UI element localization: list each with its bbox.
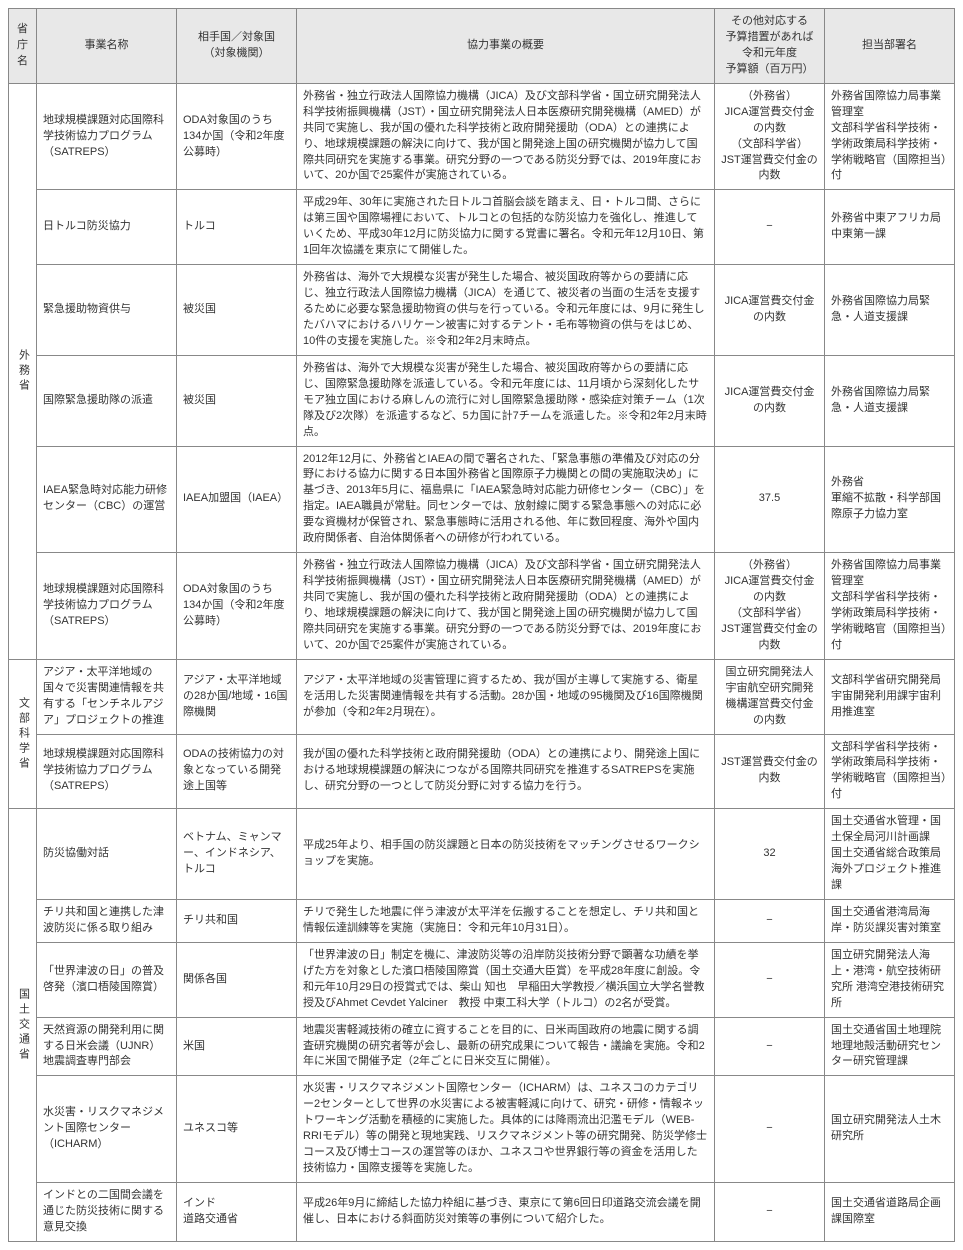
project-cell: 日トルコ防災協力 [37, 190, 177, 265]
budget-cell: − [715, 899, 825, 942]
summary-cell: 2012年12月に、外務省とIAEAの間で署名された、「緊急事態の準備及び対応の… [297, 446, 715, 553]
budget-cell: 37.5 [715, 446, 825, 553]
project-cell: 天然資源の開発利用に関する日米会議（UJNR）地震調査専門部会 [37, 1017, 177, 1076]
table-header-row: 省庁名 事業名称 相手国／対象国（対象機関） 協力事業の概要 その他対応する予算… [9, 9, 955, 84]
header-budget: その他対応する予算措置があれば令和元年度予算額（百万円） [715, 9, 825, 84]
budget-cell: − [715, 942, 825, 1017]
partner-cell: ユネスコ等 [177, 1076, 297, 1183]
project-cell: チリ共和国と連携した津波防災に係る取り組み [37, 899, 177, 942]
project-cell: 防災協働対話 [37, 809, 177, 900]
summary-cell: 我が国の優れた科学技術と政府開発援助（ODA）との連携により、開発途上国における… [297, 734, 715, 809]
header-summary: 協力事業の概要 [297, 9, 715, 84]
summary-cell: 地震災害軽減技術の確立に資することを目的に、日米両国政府の地震に関する調査研究機… [297, 1017, 715, 1076]
table-row: 地球規模課題対応国際科学技術協力プログラム（SATREPS）ODAの技術協力の対… [9, 734, 955, 809]
dept-cell: 国土交通省港湾局海岸・防災課災害対策室 [825, 899, 955, 942]
project-cell: 地球規模課題対応国際科学技術協力プログラム（SATREPS） [37, 83, 177, 190]
dept-cell: 外務省中東アフリカ局中東第一課 [825, 190, 955, 265]
budget-cell: − [715, 1183, 825, 1242]
partner-cell: 関係各国 [177, 942, 297, 1017]
project-cell: 「世界津波の日」の普及啓発（濱口梧陵国際賞） [37, 942, 177, 1017]
summary-cell: 外務省・独立行政法人国際協力機構（JICA）及び文部科学省・国立研究開発法人科学… [297, 83, 715, 190]
header-project: 事業名称 [37, 9, 177, 84]
dept-cell: 国土交通省道路局企画課国際室 [825, 1183, 955, 1242]
partner-cell: 米国 [177, 1017, 297, 1076]
project-cell: IAEA緊急時対応能力研修センター（CBC）の運営 [37, 446, 177, 553]
dept-cell: 外務省国際協力局事業管理室文部科学省科学技術・学術政策局科学技術・学術戦略官（国… [825, 553, 955, 660]
summary-cell: 外務省は、海外で大規模な災害が発生した場合、被災国政府等からの要請に応じ、国際緊… [297, 355, 715, 446]
budget-cell: − [715, 1017, 825, 1076]
dept-cell: 文部科学省科学技術・学術政策局科学技術・学術戦略官（国際担当）付 [825, 734, 955, 809]
partner-cell: トルコ [177, 190, 297, 265]
project-cell: 地球規模課題対応国際科学技術協力プログラム（SATREPS） [37, 734, 177, 809]
table-row: IAEA緊急時対応能力研修センター（CBC）の運営IAEA加盟国（IAEA）20… [9, 446, 955, 553]
partner-cell: インド道路交通省 [177, 1183, 297, 1242]
project-cell: 国際緊急援助隊の派遣 [37, 355, 177, 446]
summary-cell: 平成29年、30年に実施された日トルコ首脳会談を踏まえ、日・トルコ間、さらには第… [297, 190, 715, 265]
summary-cell: アジア・太平洋地域の災害管理に資するため、我が国が主導して実施する、衛星を活用し… [297, 659, 715, 734]
project-cell: 水災害・リスクマネジメント国際センター（ICHARM） [37, 1076, 177, 1183]
table-row: 日トルコ防災協力トルコ平成29年、30年に実施された日トルコ首脳会談を踏まえ、日… [9, 190, 955, 265]
summary-cell: 「世界津波の日」制定を機に、津波防災等の沿岸防災技術分野で顕著な功績を挙げた方を… [297, 942, 715, 1017]
dept-cell: 国土交通省国土地理院地理地殻活動研究センター研究管理課 [825, 1017, 955, 1076]
table-row: 水災害・リスクマネジメント国際センター（ICHARM）ユネスコ等水災害・リスクマ… [9, 1076, 955, 1183]
project-cell: 地球規模課題対応国際科学技術協力プログラム（SATREPS） [37, 553, 177, 660]
project-cell: アジア・太平洋地域の国々で災害関連情報を共有する「センチネルアジア」プロジェクト… [37, 659, 177, 734]
summary-cell: 外務省は、海外で大規模な災害が発生した場合、被災国政府等からの要請に応じ、独立行… [297, 265, 715, 356]
header-dept: 担当部署名 [825, 9, 955, 84]
table-row: 天然資源の開発利用に関する日米会議（UJNR）地震調査専門部会米国地震災害軽減技… [9, 1017, 955, 1076]
summary-cell: チリで発生した地震に伴う津波が太平洋を伝搬することを想定し、チリ共和国と情報伝達… [297, 899, 715, 942]
dept-cell: 国立研究開発法人海上・港湾・航空技術研究所 港湾空港技術研究所 [825, 942, 955, 1017]
budget-cell: JST運営費交付金の内数 [715, 734, 825, 809]
table-row: 外務省地球規模課題対応国際科学技術協力プログラム（SATREPS）ODA対象国の… [9, 83, 955, 190]
dept-cell: 外務省国際協力局緊急・人道支援課 [825, 265, 955, 356]
partner-cell: アジア・太平洋地域の28か国/地域・16国際機関 [177, 659, 297, 734]
partner-cell: ODA対象国のうち134か国（令和2年度公募時） [177, 553, 297, 660]
partner-cell: ODA対象国のうち134か国（令和2年度公募時） [177, 83, 297, 190]
table-row: 緊急援助物資供与被災国外務省は、海外で大規模な災害が発生した場合、被災国政府等か… [9, 265, 955, 356]
dept-cell: 外務省国際協力局事業管理室文部科学省科学技術・学術政策局科学技術・学術戦略官（国… [825, 83, 955, 190]
budget-cell: − [715, 1076, 825, 1183]
dept-cell: 外務省国際協力局緊急・人道支援課 [825, 355, 955, 446]
budget-cell: （外務省）JICA運営費交付金の内数（文部科学省）JST運営費交付金の内数 [715, 83, 825, 190]
summary-cell: 外務省・独立行政法人国際協力機構（JICA）及び文部科学省・国立研究開発法人科学… [297, 553, 715, 660]
partner-cell: 被災国 [177, 265, 297, 356]
header-partner: 相手国／対象国（対象機関） [177, 9, 297, 84]
budget-cell: − [715, 190, 825, 265]
table-row: インドとの二国間会議を通じた防災技術に関する意見交換インド道路交通省平成26年9… [9, 1183, 955, 1242]
summary-cell: 水災害・リスクマネジメント国際センター（ICHARM）は、ユネスコのカテゴリー2… [297, 1076, 715, 1183]
header-ministry: 省庁名 [9, 9, 37, 84]
dept-cell: 国立研究開発法人土木研究所 [825, 1076, 955, 1183]
partner-cell: チリ共和国 [177, 899, 297, 942]
table-body: 外務省地球規模課題対応国際科学技術協力プログラム（SATREPS）ODA対象国の… [9, 83, 955, 1241]
budget-cell: JICA運営費交付金の内数 [715, 355, 825, 446]
dept-cell: 文部科学省研究開発局宇宙開発利用課宇宙利用推進室 [825, 659, 955, 734]
table-row: チリ共和国と連携した津波防災に係る取り組みチリ共和国チリで発生した地震に伴う津波… [9, 899, 955, 942]
table-row: 地球規模課題対応国際科学技術協力プログラム（SATREPS）ODA対象国のうち1… [9, 553, 955, 660]
table-row: 国際緊急援助隊の派遣被災国外務省は、海外で大規模な災害が発生した場合、被災国政府… [9, 355, 955, 446]
cooperation-projects-table: 省庁名 事業名称 相手国／対象国（対象機関） 協力事業の概要 その他対応する予算… [8, 8, 955, 1242]
project-cell: インドとの二国間会議を通じた防災技術に関する意見交換 [37, 1183, 177, 1242]
ministry-cell: 文部科学省 [9, 659, 37, 809]
budget-cell: JICA運営費交付金の内数 [715, 265, 825, 356]
ministry-cell: 国土交通省 [9, 809, 37, 1242]
partner-cell: 被災国 [177, 355, 297, 446]
dept-cell: 国土交通省水管理・国土保全局河川計画課国土交通省総合政策局海外プロジェクト推進課 [825, 809, 955, 900]
table-row: 国土交通省防災協働対話ベトナム、ミャンマー、インドネシア、トルコ平成25年より、… [9, 809, 955, 900]
budget-cell: 32 [715, 809, 825, 900]
project-cell: 緊急援助物資供与 [37, 265, 177, 356]
dept-cell: 外務省軍縮不拡散・科学部国際原子力協力室 [825, 446, 955, 553]
partner-cell: ODAの技術協力の対象となっている開発途上国等 [177, 734, 297, 809]
partner-cell: IAEA加盟国（IAEA） [177, 446, 297, 553]
summary-cell: 平成25年より、相手国の防災課題と日本の防災技術をマッチングさせるワークショップ… [297, 809, 715, 900]
table-row: 文部科学省アジア・太平洋地域の国々で災害関連情報を共有する「センチネルアジア」プ… [9, 659, 955, 734]
table-row: 「世界津波の日」の普及啓発（濱口梧陵国際賞）関係各国「世界津波の日」制定を機に、… [9, 942, 955, 1017]
ministry-cell: 外務省 [9, 83, 37, 659]
budget-cell: 国立研究開発法人宇宙航空研究開発機構運営費交付金の内数 [715, 659, 825, 734]
budget-cell: （外務省）JICA運営費交付金の内数（文部科学省）JST運営費交付金の内数 [715, 553, 825, 660]
partner-cell: ベトナム、ミャンマー、インドネシア、トルコ [177, 809, 297, 900]
summary-cell: 平成26年9月に締結した協力枠組に基づき、東京にて第6回日印道路交流会議を開催し… [297, 1183, 715, 1242]
